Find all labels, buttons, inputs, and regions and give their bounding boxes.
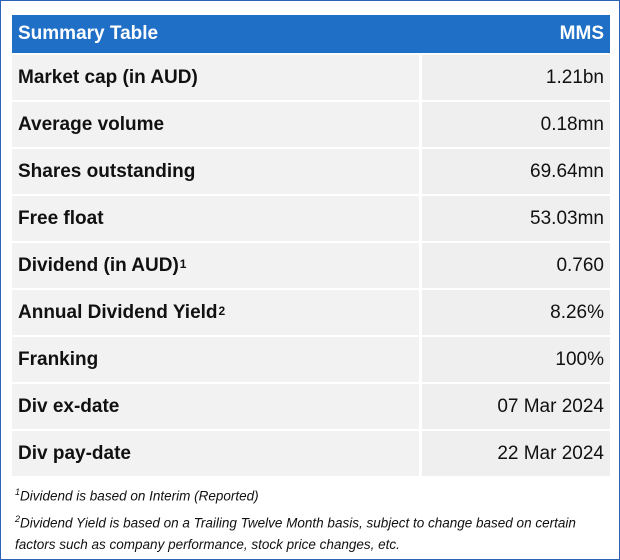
table-row: Average volume 0.18mn: [12, 102, 610, 149]
row-label: Average volume: [18, 113, 165, 135]
table-title: Summary Table: [18, 23, 159, 44]
table-row: Free float 53.03mn: [12, 196, 610, 243]
row-value: 69.64mn: [422, 149, 610, 194]
row-label: Div ex-date: [18, 395, 120, 417]
summary-table: Summary Table MMS Market cap (in AUD) 1.…: [12, 15, 610, 478]
footnote-text: Dividend Yield is based on a Trailing Tw…: [15, 515, 576, 552]
footnotes: 1Dividend is based on Interim (Reported)…: [15, 481, 611, 556]
row-value: 0.18mn: [422, 102, 610, 147]
footnote-text: Dividend is based on Interim (Reported): [20, 488, 259, 504]
row-value: 8.26%: [422, 290, 610, 335]
footnote-mark: 2: [15, 513, 21, 524]
ticker-label: MMS: [559, 23, 604, 44]
table-header: Summary Table MMS: [12, 15, 610, 55]
footnote-1: 1Dividend is based on Interim (Reported): [15, 481, 611, 508]
row-label: Div pay-date: [18, 442, 131, 464]
row-value: 07 Mar 2024: [422, 384, 610, 429]
row-label: Market cap (in AUD): [18, 66, 198, 88]
row-value: 22 Mar 2024: [422, 431, 610, 476]
table-row: Market cap (in AUD) 1.21bn: [12, 55, 610, 102]
table-row: Shares outstanding 69.64mn: [12, 149, 610, 196]
table-row: Div pay-date 22 Mar 2024: [12, 431, 610, 478]
row-value: 100%: [422, 337, 610, 382]
footnote-mark: 1: [15, 487, 21, 497]
table-row: Annual Dividend Yield 2 8.26%: [12, 290, 610, 337]
row-label: Franking: [18, 348, 99, 370]
row-value: 1.21bn: [422, 55, 610, 100]
row-label: Shares outstanding: [18, 160, 196, 182]
row-label: Annual Dividend Yield: [18, 301, 218, 323]
row-value: 0.760: [422, 243, 610, 288]
row-value: 53.03mn: [422, 196, 610, 241]
row-label: Dividend (in AUD): [18, 254, 179, 276]
table-row: Franking 100%: [12, 337, 610, 384]
table-row: Div ex-date 07 Mar 2024: [12, 384, 610, 431]
footnote-ref: 1: [179, 256, 187, 271]
table-row: Dividend (in AUD) 1 0.760: [12, 243, 610, 290]
footnote-ref: 2: [218, 303, 226, 318]
row-label: Free float: [18, 207, 104, 229]
footnote-2: 2Dividend Yield is based on a Trailing T…: [15, 508, 611, 557]
